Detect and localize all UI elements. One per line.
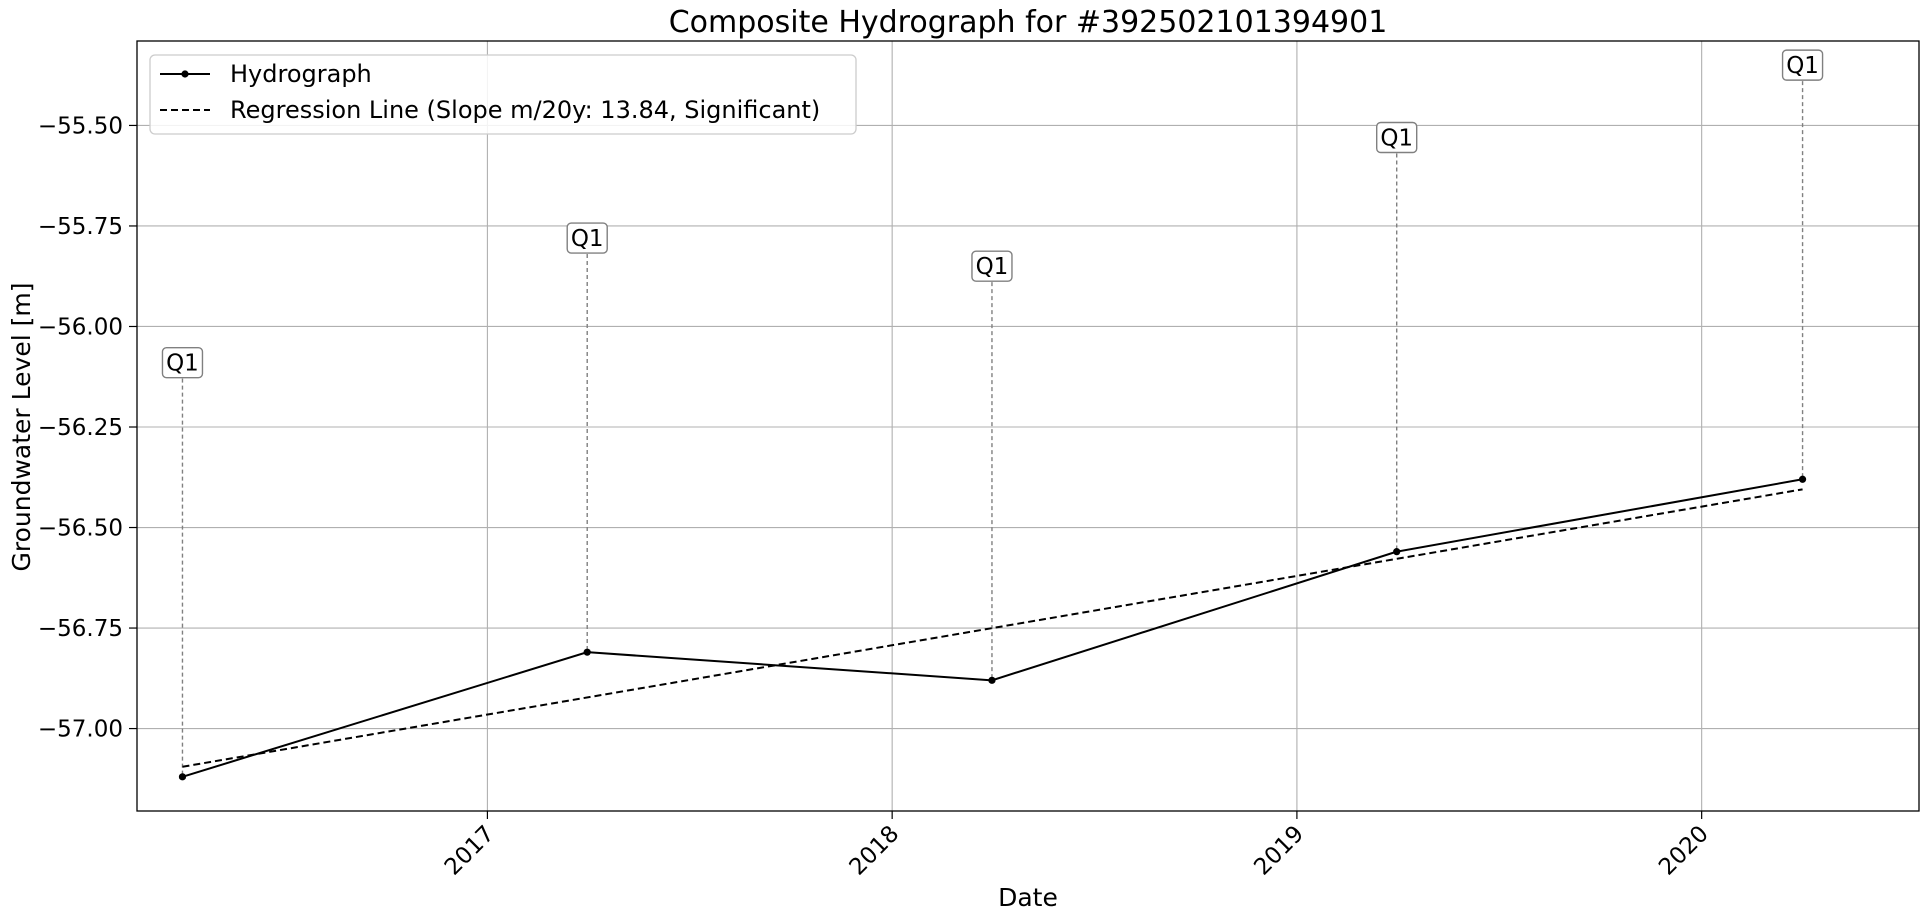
annotation-box	[1376, 121, 1418, 154]
chart-title: Composite Hydrograph for #39250210139490…	[669, 5, 1388, 40]
annotation-lines	[181, 81, 1804, 777]
legend-hydrograph-marker	[181, 70, 189, 78]
annotation-label: Q1	[1786, 53, 1819, 79]
y-tick-label: −55.75	[38, 214, 123, 240]
hydrograph-point	[1798, 475, 1807, 483]
y-tick-label: −56.00	[38, 314, 123, 340]
annotation-label: Q1	[571, 226, 604, 252]
annotation-box	[971, 250, 1013, 282]
annotation-label: Q1	[1380, 126, 1413, 152]
annotation-box	[1781, 49, 1824, 81]
hydrograph-point	[988, 676, 996, 684]
hydrograph-point	[583, 648, 591, 656]
y-axis-label: Groundwater Level [m]	[7, 283, 36, 572]
regression-line	[182, 488, 1803, 768]
legend: Hydrograph Regression Line (Slope m/20y:…	[149, 54, 857, 135]
annotation-labels: Q1 Q1 Q1 Q1 Q1	[161, 49, 1824, 379]
plot-frame	[136, 40, 1920, 812]
legend-hydrograph-label: Hydrograph	[230, 60, 372, 88]
legend-box	[149, 54, 857, 135]
annotation-box	[566, 222, 608, 254]
annotation-label: Q1	[166, 351, 199, 377]
series	[178, 475, 1807, 781]
y-tick-label: −55.50	[38, 113, 123, 139]
x-axis-label: Date	[998, 883, 1058, 912]
grid	[137, 41, 1919, 811]
y-tick-label: −56.75	[38, 616, 123, 642]
hydrograph-point	[1393, 548, 1401, 556]
y-tick-label: −56.50	[38, 516, 123, 542]
legend-regression-label: Regression Line (Slope m/20y: 13.84, Sig…	[230, 96, 820, 124]
hydrograph-point	[178, 773, 187, 781]
y-tick-label: −57.00	[38, 717, 123, 743]
y-tick-label: −56.25	[38, 415, 123, 441]
annotation-label: Q1	[976, 254, 1009, 280]
annotation-box	[161, 346, 204, 379]
